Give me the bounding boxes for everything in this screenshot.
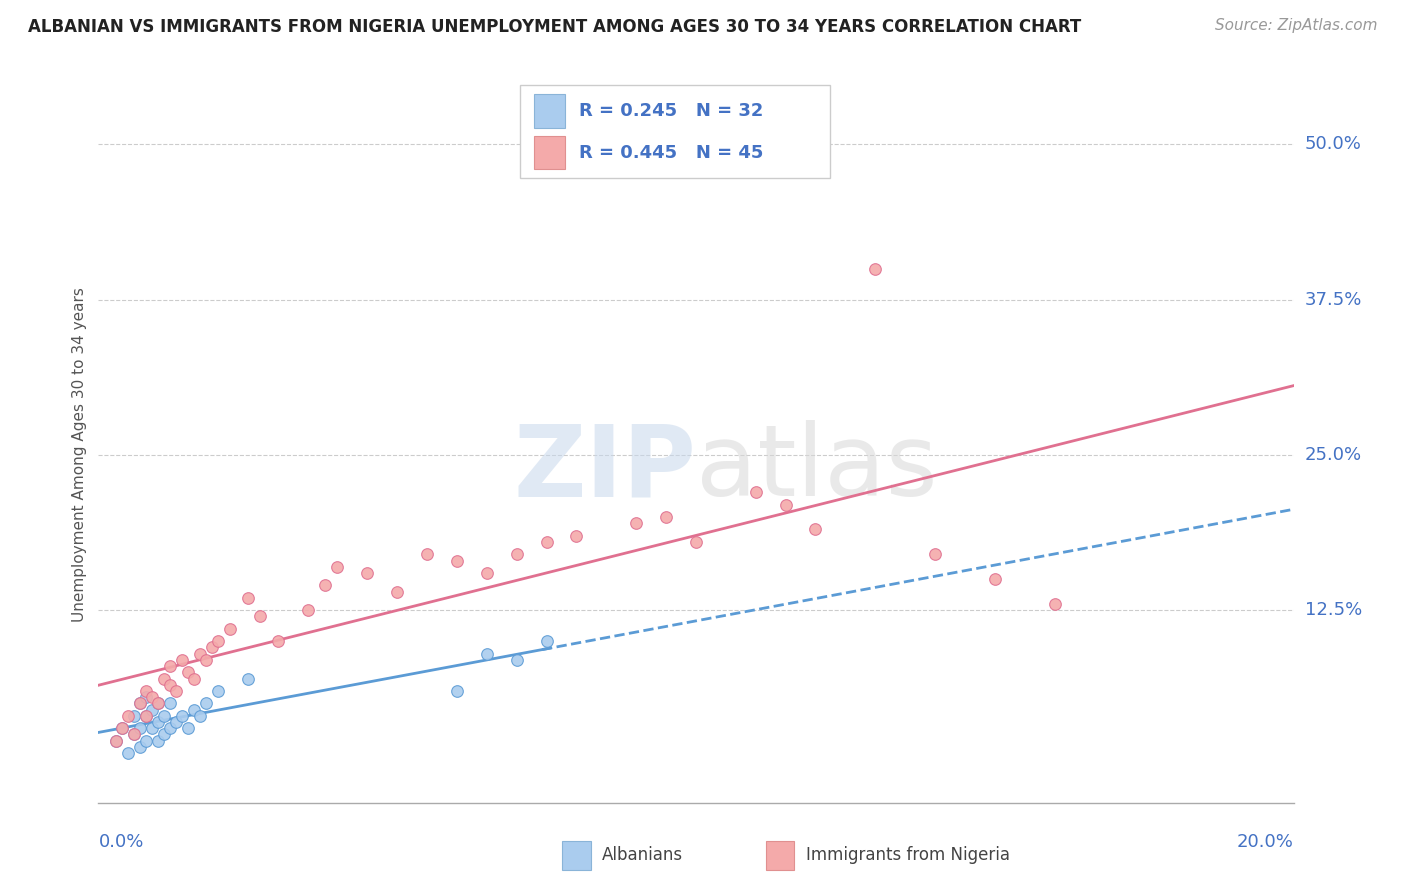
Text: 0.0%: 0.0% xyxy=(98,833,143,851)
Point xyxy=(124,727,146,741)
Point xyxy=(236,591,259,605)
Point xyxy=(565,529,588,543)
Text: 20.0%: 20.0% xyxy=(1237,833,1294,851)
Point xyxy=(159,678,181,692)
Point xyxy=(267,634,290,648)
Point xyxy=(236,672,259,686)
Point xyxy=(315,578,337,592)
Text: ALBANIAN VS IMMIGRANTS FROM NIGERIA UNEMPLOYMENT AMONG AGES 30 TO 34 YEARS CORRE: ALBANIAN VS IMMIGRANTS FROM NIGERIA UNEM… xyxy=(28,18,1081,36)
Point xyxy=(297,603,319,617)
Point xyxy=(194,697,218,711)
Text: Source: ZipAtlas.com: Source: ZipAtlas.com xyxy=(1215,18,1378,33)
Text: atlas: atlas xyxy=(696,420,938,517)
Point xyxy=(356,566,378,580)
Point xyxy=(249,609,271,624)
Point xyxy=(141,721,163,735)
Point xyxy=(685,534,707,549)
Point xyxy=(111,721,134,735)
Point xyxy=(536,634,558,648)
Point xyxy=(745,485,768,500)
Point xyxy=(183,672,205,686)
Point xyxy=(219,622,242,636)
Point xyxy=(188,708,211,723)
Point xyxy=(983,572,1005,586)
Point xyxy=(105,733,128,747)
Point xyxy=(865,261,887,276)
Point xyxy=(148,733,170,747)
Point xyxy=(135,708,157,723)
Point xyxy=(207,684,229,698)
Point xyxy=(172,653,194,667)
Point xyxy=(159,659,181,673)
Point xyxy=(385,584,409,599)
Point xyxy=(148,714,170,729)
Point xyxy=(165,684,187,698)
Point xyxy=(148,697,170,711)
Text: R = 0.245   N = 32: R = 0.245 N = 32 xyxy=(579,102,763,120)
Point xyxy=(207,634,229,648)
Point xyxy=(129,739,152,754)
Point xyxy=(177,665,200,680)
Point xyxy=(135,690,157,705)
Point xyxy=(475,566,498,580)
Point xyxy=(105,733,128,747)
Point xyxy=(124,708,146,723)
Point xyxy=(536,534,558,549)
Text: ZIP: ZIP xyxy=(513,420,696,517)
Point xyxy=(804,523,827,537)
Point xyxy=(506,547,529,561)
Point xyxy=(153,672,176,686)
Point xyxy=(124,727,146,741)
Point xyxy=(177,721,200,735)
Point xyxy=(129,697,152,711)
Point xyxy=(159,721,181,735)
Text: Albanians: Albanians xyxy=(602,847,683,864)
Text: R = 0.445   N = 45: R = 0.445 N = 45 xyxy=(579,144,763,161)
Point xyxy=(201,640,224,655)
Point xyxy=(188,647,211,661)
Text: Immigrants from Nigeria: Immigrants from Nigeria xyxy=(806,847,1010,864)
Point xyxy=(135,708,157,723)
Point xyxy=(129,721,152,735)
Point xyxy=(153,708,176,723)
Text: 25.0%: 25.0% xyxy=(1305,446,1362,464)
Point xyxy=(475,647,498,661)
Point xyxy=(141,690,163,705)
Point xyxy=(416,547,439,561)
Point xyxy=(183,703,205,717)
Y-axis label: Unemployment Among Ages 30 to 34 years: Unemployment Among Ages 30 to 34 years xyxy=(72,287,87,623)
Point xyxy=(135,733,157,747)
Point xyxy=(1043,597,1066,611)
Point xyxy=(326,559,349,574)
Point xyxy=(446,553,468,567)
Point xyxy=(117,708,139,723)
Point xyxy=(506,653,529,667)
Point xyxy=(111,721,134,735)
Point xyxy=(135,684,157,698)
Point xyxy=(148,697,170,711)
Text: 50.0%: 50.0% xyxy=(1305,136,1361,153)
Text: 12.5%: 12.5% xyxy=(1305,601,1362,619)
Point xyxy=(655,510,678,524)
Point xyxy=(141,703,163,717)
Point xyxy=(194,653,218,667)
Point xyxy=(924,547,946,561)
Point xyxy=(446,684,468,698)
Point xyxy=(159,697,181,711)
Point xyxy=(775,498,797,512)
Point xyxy=(172,708,194,723)
Point xyxy=(153,727,176,741)
Point xyxy=(165,714,187,729)
Text: 37.5%: 37.5% xyxy=(1305,291,1362,309)
Point xyxy=(129,697,152,711)
Point xyxy=(117,746,139,760)
Point xyxy=(624,516,647,531)
